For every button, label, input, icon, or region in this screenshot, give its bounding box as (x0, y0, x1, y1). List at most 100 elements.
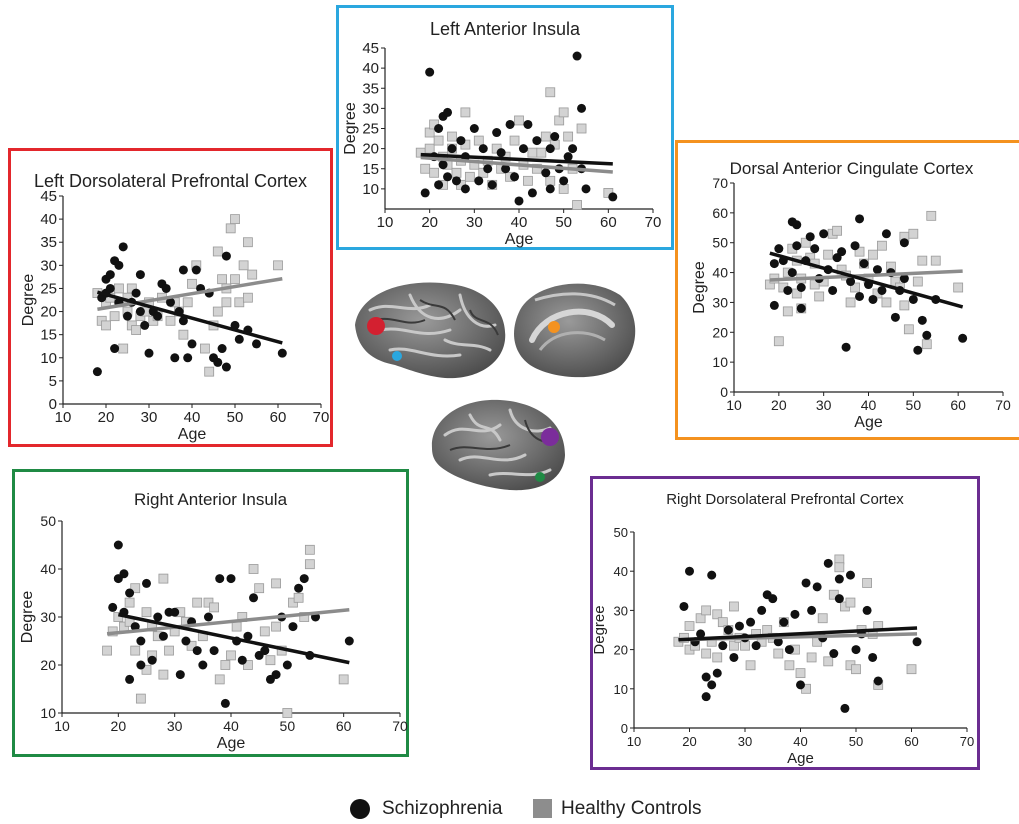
healthy-control-point (212, 306, 223, 317)
schizophrenia-point (774, 244, 784, 254)
schizophrenia-point (792, 241, 802, 251)
schizophrenia-point (899, 238, 909, 248)
schizophrenia-point (840, 703, 850, 713)
schizophrenia-point (147, 655, 157, 665)
healthy-control-point (823, 656, 834, 667)
y-tick-label: 10 (614, 682, 628, 697)
x-tick-label: 50 (906, 397, 922, 413)
healthy-control-point (158, 573, 169, 584)
schizophrenia-point (805, 232, 815, 242)
schizophrenia-point (712, 668, 722, 678)
schizophrenia-point (181, 636, 191, 646)
healthy-control-point (141, 607, 152, 618)
healthy-control-point (238, 260, 249, 271)
schizophrenia-point (751, 641, 761, 651)
healthy-control-point (851, 664, 861, 675)
schizophrenia-point (136, 636, 146, 646)
healthy-control-point (531, 163, 542, 174)
schizophrenia-fit-line (96, 290, 283, 345)
healthy-control-point (473, 135, 484, 146)
schizophrenia-point (917, 315, 927, 325)
schizophrenia-point (707, 680, 717, 690)
x-tick-label: 40 (511, 214, 528, 231)
schizophrenia-point (108, 602, 118, 612)
schizophrenia-point (434, 124, 444, 133)
x-tick-label: 60 (270, 409, 287, 426)
healthy-control-point (102, 645, 112, 656)
healthy-control-point (192, 597, 203, 608)
schizophrenia-point (787, 268, 797, 278)
schizophrenia-point (237, 655, 247, 665)
x-tick-label: 60 (336, 718, 352, 734)
healthy-control-point (563, 131, 574, 142)
healthy-control-point (806, 652, 817, 663)
schizophrenia-point (581, 184, 591, 194)
x-axis-label: Age (178, 426, 207, 443)
schizophrenia-point (496, 148, 506, 158)
y-tick-label: 30 (40, 609, 56, 625)
schizophrenia-point (881, 229, 891, 239)
x-axis-label: Age (217, 735, 246, 752)
schizophrenia-point (123, 311, 132, 321)
schizophrenia-point (568, 144, 578, 154)
y-tick-label: 30 (614, 603, 628, 618)
y-tick-label: 70 (712, 175, 728, 191)
schizophrenia-point (834, 574, 844, 584)
healthy-control-point (536, 147, 547, 158)
schizophrenia-fit-line (420, 152, 613, 166)
schizophrenia-point (718, 641, 728, 651)
schizophrenia-point (796, 283, 806, 292)
healthy-control-point (109, 311, 120, 322)
y-tick-label: 30 (362, 100, 379, 117)
schizophrenia-point (545, 144, 555, 154)
schizophrenia-point (792, 220, 802, 230)
healthy-control-point (868, 249, 878, 260)
y-axis-label: Degree (20, 274, 37, 327)
schizophrenia-point (908, 294, 918, 304)
schizophrenia-point (577, 103, 587, 113)
healthy-control-point (912, 276, 923, 287)
healthy-control-point (131, 325, 141, 335)
healthy-controls-fit-line (97, 277, 283, 311)
right-dlpfc-roi (541, 428, 559, 446)
schizophrenia-point (812, 582, 822, 592)
y-tick-label: 50 (712, 235, 728, 251)
schizophrenia-point (899, 274, 909, 284)
healthy-control-point (304, 559, 315, 570)
schizophrenia-point (213, 357, 223, 367)
schizophrenia-point (550, 132, 560, 142)
healthy-control-point (877, 240, 887, 251)
panel-right-insula: Right Anterior Insula 10 20 30 40 50 60 70 10 20… (12, 469, 409, 757)
healthy-control-point (447, 131, 457, 142)
x-tick-label: 30 (738, 734, 752, 749)
healthy-control-point (684, 621, 695, 631)
x-tick-label: 70 (392, 718, 408, 734)
healthy-control-point (265, 655, 276, 666)
healthy-control-point (226, 650, 236, 661)
schizophrenia-point (161, 283, 171, 293)
schizophrenia-point (234, 334, 244, 344)
healthy-control-point (231, 621, 242, 632)
x-tick-label: 10 (377, 214, 394, 231)
x-tick-label: 30 (816, 397, 832, 413)
schizophrenia-point (757, 605, 767, 615)
healthy-control-point (862, 578, 873, 588)
chart-title: Right Dorsolateral Prefrontal Cortex (666, 491, 904, 508)
left-insula-roi (392, 351, 402, 361)
x-tick-label: 30 (141, 409, 158, 426)
schizophrenia-point (105, 270, 115, 280)
schizophrenia-point (191, 265, 201, 275)
schizophrenia-point (823, 558, 833, 568)
x-tick-label: 70 (995, 397, 1011, 413)
schizophrenia-point (203, 612, 213, 622)
healthy-control-point (230, 274, 240, 285)
schizophrenia-point (217, 344, 227, 354)
schizophrenia-fit-line (117, 612, 350, 665)
healthy-control-point (814, 291, 825, 302)
healthy-control-point (917, 255, 928, 266)
x-tick-label: 40 (223, 718, 239, 734)
y-tick-label: 60 (712, 205, 728, 221)
y-tick-label: 20 (614, 643, 628, 658)
schizophrenia-point (487, 180, 497, 190)
healthy-control-point (572, 200, 582, 210)
